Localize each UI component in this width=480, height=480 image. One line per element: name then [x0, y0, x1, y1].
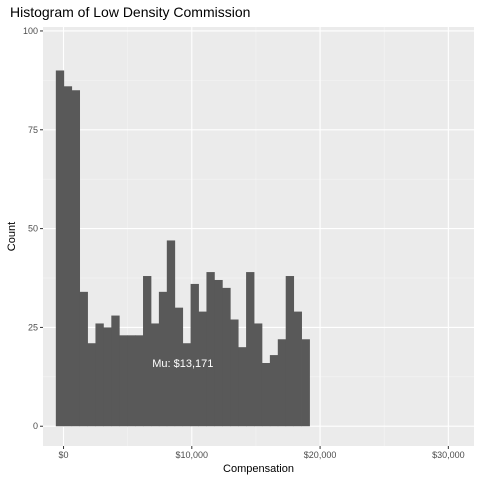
- histogram-bar: [87, 343, 96, 427]
- histogram-bar: [103, 327, 112, 427]
- histogram-bar: [158, 291, 168, 427]
- histogram-bar: [143, 276, 152, 427]
- y-axis-title: Count: [6, 222, 18, 251]
- x-axis-title: Compensation: [223, 463, 294, 475]
- x-tick-label: $10,000: [176, 450, 209, 460]
- histogram-bar: [71, 90, 81, 427]
- x-tick-label: $30,000: [432, 450, 465, 460]
- histogram-bar: [190, 283, 199, 427]
- x-tick-label: $20,000: [304, 450, 337, 460]
- histogram-bar: [119, 335, 128, 427]
- histogram-bar: [261, 362, 271, 427]
- histogram-bar: [55, 70, 65, 427]
- histogram-bar: [222, 287, 231, 427]
- histogram-bar: [135, 335, 144, 427]
- y-tick-label: 25: [28, 322, 38, 332]
- histogram-bar: [63, 86, 73, 427]
- histogram-bar: [95, 323, 104, 427]
- chart-title: Histogram of Low Density Commission: [10, 4, 251, 20]
- histogram-bar: [230, 319, 239, 427]
- histogram-bar: [293, 311, 302, 427]
- histogram-bar: [254, 323, 263, 427]
- histogram-bar: [174, 307, 184, 427]
- y-tick-label: 50: [28, 224, 38, 234]
- histogram-bar: [301, 339, 310, 427]
- y-tick-label: 100: [23, 26, 38, 36]
- histogram-bar: [198, 311, 207, 427]
- histogram-bar: [238, 347, 247, 427]
- histogram-bar: [79, 291, 88, 427]
- histogram-bar: [150, 323, 160, 427]
- histogram-bar: [277, 339, 287, 427]
- histogram-bar: [182, 343, 191, 427]
- histogram-bar: [111, 315, 120, 427]
- histogram-bar: [285, 276, 295, 427]
- histogram-bar: [214, 279, 223, 427]
- histogram-bar: [166, 240, 176, 427]
- histogram-bar: [246, 272, 255, 427]
- y-tick-label: 0: [33, 421, 38, 431]
- histogram-bar: [206, 272, 215, 427]
- mean-annotation: Mu: $13,171: [152, 358, 213, 370]
- y-tick-label: 75: [28, 125, 38, 135]
- x-tick-label: $0: [59, 450, 69, 460]
- histogram-bar: [269, 355, 279, 427]
- histogram-bar: [127, 335, 136, 427]
